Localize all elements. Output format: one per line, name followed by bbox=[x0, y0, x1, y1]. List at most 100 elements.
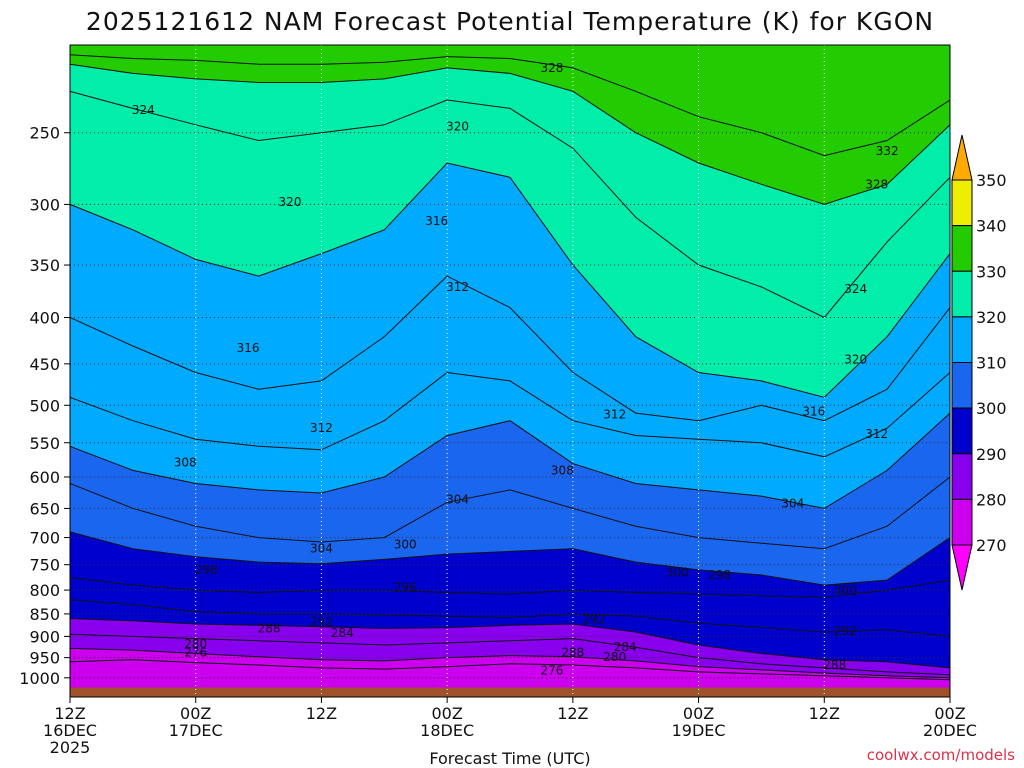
colorbar-swatch bbox=[951, 179, 973, 227]
contour-labels: 324 328 320 332 320 316 328 312 324 316 320 312 316 3… bbox=[132, 61, 899, 678]
credit-text: coolwx.com/models bbox=[867, 746, 1015, 764]
y-tick-label: 500 bbox=[29, 396, 60, 415]
contour-label: 288 bbox=[258, 621, 281, 635]
colorbar-swatch bbox=[951, 498, 973, 546]
theta-field bbox=[70, 45, 950, 697]
isentrope-324 bbox=[70, 90, 950, 319]
y-tick-label: 800 bbox=[29, 581, 60, 600]
contour-label: 296 bbox=[394, 581, 417, 595]
terrain bbox=[70, 687, 950, 697]
isentrope-292 bbox=[70, 599, 950, 637]
x-tick-label: 18DEC bbox=[420, 721, 474, 740]
y-tick-label: 900 bbox=[29, 627, 60, 646]
contour-label: 280 bbox=[603, 650, 626, 664]
isentrope-288 bbox=[70, 618, 950, 669]
y-tick-label: 400 bbox=[29, 309, 60, 328]
chart-title: 2025121612 NAM Forecast Potential Temper… bbox=[86, 7, 934, 36]
contour-label: 312 bbox=[865, 427, 888, 441]
contour-label: 308 bbox=[174, 455, 197, 469]
colorbar-label: 300 bbox=[976, 399, 1007, 418]
colorbar-tip-bottom bbox=[951, 544, 973, 591]
isentrope-284 bbox=[70, 633, 950, 676]
y-tick-label: 350 bbox=[29, 256, 60, 275]
contour-label: 304 bbox=[446, 492, 469, 506]
isentrope-296 bbox=[70, 577, 950, 598]
colorbar-swatch bbox=[951, 225, 973, 272]
contour-label: 316 bbox=[802, 405, 825, 419]
contour-label: 312 bbox=[310, 421, 333, 435]
isentrope-304 bbox=[70, 476, 950, 550]
contour-label: 292 bbox=[582, 612, 605, 626]
colorbar-swatch bbox=[951, 270, 973, 318]
contour-label: 308 bbox=[551, 463, 574, 477]
contour-label: 284 bbox=[331, 626, 354, 640]
y-tick-label: 450 bbox=[29, 355, 60, 374]
contour-label: 292 bbox=[310, 615, 333, 629]
colorbar-swatch bbox=[951, 316, 973, 363]
contour-label: 288 bbox=[561, 646, 584, 660]
x-tick-label: 20DEC bbox=[923, 721, 977, 740]
isentrope-320 bbox=[70, 162, 950, 398]
colorbar: 270 280 290 300 310 320 330 340 350 bbox=[951, 134, 1007, 591]
isentrope-308 bbox=[70, 412, 950, 509]
colorbar-label: 350 bbox=[976, 171, 1007, 190]
y-tick-label: 1000 bbox=[19, 669, 60, 688]
contour-label: 300 bbox=[394, 537, 417, 551]
isentrope-280 bbox=[70, 647, 950, 679]
contour-label: 304 bbox=[310, 542, 333, 556]
contour-label: 292 bbox=[834, 624, 857, 638]
colorbar-tip-top bbox=[951, 134, 973, 181]
x-tick-label: 00Z bbox=[431, 704, 462, 723]
contour-label: 276 bbox=[540, 664, 563, 678]
contour-label: 316 bbox=[425, 214, 448, 228]
colorbar-label: 320 bbox=[976, 308, 1007, 327]
colorbar-label: 280 bbox=[976, 490, 1007, 509]
y-tick-label: 600 bbox=[29, 468, 60, 487]
y-tick-label: 950 bbox=[29, 649, 60, 668]
x-tick-label: 00Z bbox=[683, 704, 714, 723]
colorbar-swatch bbox=[951, 453, 973, 500]
x-tick-label: 12Z bbox=[306, 704, 337, 723]
colorbar-label: 330 bbox=[976, 262, 1007, 281]
x-tick-label: 12Z bbox=[557, 704, 588, 723]
x-tick-label: 00Z bbox=[180, 704, 211, 723]
x-tick-label: 19DEC bbox=[672, 721, 726, 740]
isentrope-276 bbox=[70, 659, 950, 681]
contour-label: 298 bbox=[195, 563, 218, 577]
contour-label: 312 bbox=[446, 280, 469, 294]
x-axis-title: Forecast Time (UTC) bbox=[429, 749, 590, 768]
isentrope-300 bbox=[70, 531, 950, 586]
isentrope-328 bbox=[70, 63, 950, 205]
y-tick-label: 550 bbox=[29, 434, 60, 453]
y-axis: 250 300 350 400 450 500 550 600 650 700 750 800 850 9… bbox=[19, 124, 70, 688]
isentrope-316 bbox=[70, 275, 950, 422]
y-tick-label: 300 bbox=[29, 195, 60, 214]
y-tick-label: 850 bbox=[29, 605, 60, 624]
x-tick-label: 16DEC bbox=[43, 721, 97, 740]
contour-label: 332 bbox=[876, 144, 899, 158]
y-tick-label: 250 bbox=[29, 124, 60, 143]
grid-lines bbox=[70, 45, 950, 697]
contour-label: 320 bbox=[446, 119, 469, 133]
contour-label: 298 bbox=[708, 568, 731, 582]
contour-label: 312 bbox=[603, 408, 626, 422]
colorbar-label: 340 bbox=[976, 217, 1007, 236]
contour-label: 300 bbox=[834, 583, 857, 597]
plot-frame bbox=[69, 44, 951, 698]
contour-label: 300 bbox=[666, 565, 689, 579]
colorbar-label: 310 bbox=[976, 354, 1007, 373]
contour-label: 320 bbox=[279, 195, 302, 209]
contour-label: 288 bbox=[823, 658, 846, 672]
contour-label: 284 bbox=[614, 640, 637, 654]
contour-label: 328 bbox=[540, 61, 563, 75]
x-tick-label: 2025 bbox=[50, 738, 91, 757]
x-tick-label: 17DEC bbox=[169, 721, 223, 740]
colorbar-label: 290 bbox=[976, 445, 1007, 464]
x-tick-label: 00Z bbox=[934, 704, 965, 723]
y-tick-label: 750 bbox=[29, 556, 60, 575]
contour-label: 328 bbox=[865, 177, 888, 191]
contour-label: 276 bbox=[184, 646, 207, 660]
contour-label: 324 bbox=[844, 282, 867, 296]
